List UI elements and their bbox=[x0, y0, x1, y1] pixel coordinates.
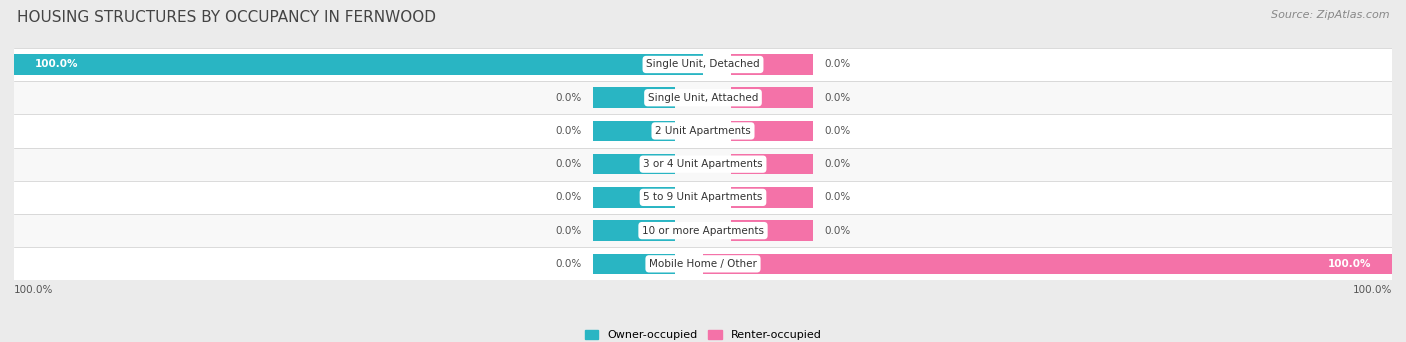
Text: Source: ZipAtlas.com: Source: ZipAtlas.com bbox=[1271, 10, 1389, 20]
Bar bbox=[14, 181, 1392, 214]
Text: 5 to 9 Unit Apartments: 5 to 9 Unit Apartments bbox=[644, 193, 762, 202]
Text: 0.0%: 0.0% bbox=[555, 159, 582, 169]
Text: Mobile Home / Other: Mobile Home / Other bbox=[650, 259, 756, 269]
Bar bbox=[593, 253, 675, 274]
Bar bbox=[14, 147, 1392, 181]
Bar bbox=[593, 88, 675, 108]
Text: 100.0%: 100.0% bbox=[1353, 286, 1392, 295]
Text: 10 or more Apartments: 10 or more Apartments bbox=[643, 226, 763, 236]
Text: 0.0%: 0.0% bbox=[824, 60, 851, 69]
Text: 0.0%: 0.0% bbox=[555, 93, 582, 103]
Legend: Owner-occupied, Renter-occupied: Owner-occupied, Renter-occupied bbox=[581, 325, 825, 342]
Text: 100.0%: 100.0% bbox=[14, 286, 53, 295]
Text: 100.0%: 100.0% bbox=[35, 60, 79, 69]
Text: 0.0%: 0.0% bbox=[555, 226, 582, 236]
Bar bbox=[593, 220, 675, 241]
Bar bbox=[703, 253, 1392, 274]
Text: 0.0%: 0.0% bbox=[555, 126, 582, 136]
Text: HOUSING STRUCTURES BY OCCUPANCY IN FERNWOOD: HOUSING STRUCTURES BY OCCUPANCY IN FERNW… bbox=[17, 10, 436, 25]
Bar bbox=[731, 187, 813, 208]
Bar bbox=[14, 48, 1392, 81]
Bar bbox=[593, 154, 675, 174]
Bar bbox=[14, 54, 703, 75]
Bar bbox=[731, 154, 813, 174]
Bar bbox=[14, 114, 1392, 147]
Text: 2 Unit Apartments: 2 Unit Apartments bbox=[655, 126, 751, 136]
Bar bbox=[14, 247, 1392, 280]
Text: 100.0%: 100.0% bbox=[1327, 259, 1371, 269]
Text: 0.0%: 0.0% bbox=[824, 226, 851, 236]
Text: Single Unit, Attached: Single Unit, Attached bbox=[648, 93, 758, 103]
Text: 0.0%: 0.0% bbox=[555, 259, 582, 269]
Bar bbox=[731, 88, 813, 108]
Bar bbox=[14, 81, 1392, 114]
Text: 3 or 4 Unit Apartments: 3 or 4 Unit Apartments bbox=[643, 159, 763, 169]
Bar bbox=[593, 187, 675, 208]
Text: 0.0%: 0.0% bbox=[824, 193, 851, 202]
Bar bbox=[14, 214, 1392, 247]
Bar bbox=[731, 121, 813, 141]
Text: 0.0%: 0.0% bbox=[824, 93, 851, 103]
Text: 0.0%: 0.0% bbox=[555, 193, 582, 202]
Bar bbox=[731, 220, 813, 241]
Text: 0.0%: 0.0% bbox=[824, 126, 851, 136]
Bar bbox=[731, 54, 813, 75]
Bar bbox=[593, 121, 675, 141]
Text: 0.0%: 0.0% bbox=[824, 159, 851, 169]
Text: Single Unit, Detached: Single Unit, Detached bbox=[647, 60, 759, 69]
